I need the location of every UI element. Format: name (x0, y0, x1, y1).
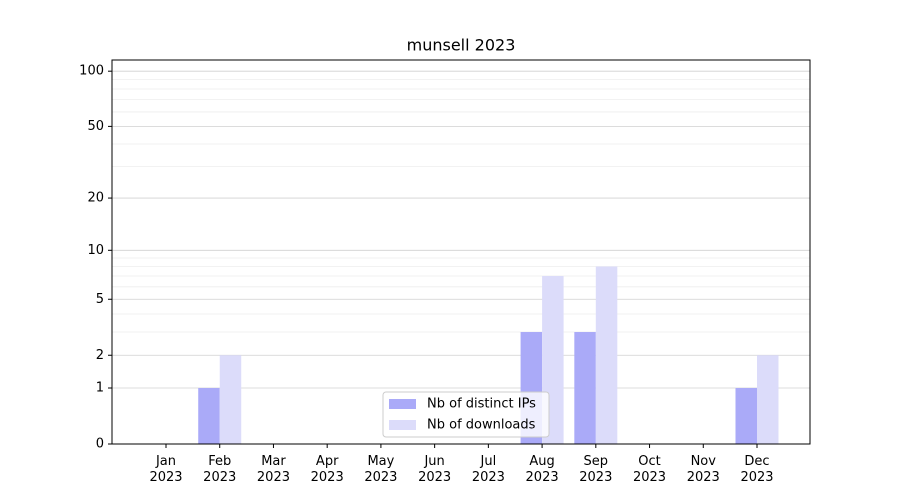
bar (219, 355, 242, 444)
x-tick-label: Jun 2023 (418, 454, 451, 485)
x-tick-label: Jan 2023 (149, 454, 182, 485)
plot-frame (111, 59, 811, 445)
y-tick-label: 5 (96, 292, 104, 307)
y-tick-label: 0 (96, 437, 104, 452)
legend-swatch (389, 399, 416, 409)
chart-title: munsell 2023 (407, 36, 516, 55)
bar (574, 332, 596, 444)
legend: Nb of distinct IPs Nb of downloads (382, 391, 550, 438)
x-tick-label: Feb 2023 (203, 454, 236, 485)
y-tick-label: 20 (87, 191, 104, 206)
bar (595, 266, 618, 444)
y-tick-label: 2 (96, 348, 104, 363)
y-tick-label: 10 (87, 243, 104, 258)
y-tick-label: 1 (96, 381, 104, 396)
y-tick-label: 50 (87, 119, 104, 134)
x-tick-label: May 2023 (364, 454, 397, 485)
x-tick-label: Dec 2023 (740, 454, 773, 485)
x-tick-label: Oct 2023 (633, 454, 666, 485)
x-tick-label: Nov 2023 (687, 454, 720, 485)
legend-label: Nb of distinct IPs (427, 397, 536, 412)
x-tick-label: Aug 2023 (526, 454, 559, 485)
x-tick-label: Jul 2023 (472, 454, 505, 485)
legend-box (382, 391, 550, 438)
bar (198, 388, 220, 444)
x-tick-label: Mar 2023 (257, 454, 290, 485)
legend-label: Nb of downloads (427, 418, 536, 433)
x-tick-label: Apr 2023 (311, 454, 344, 485)
bar (735, 388, 757, 444)
y-tick-label: 100 (79, 64, 104, 79)
legend-swatch (389, 420, 416, 430)
bar (757, 355, 779, 444)
x-tick-label: Sep 2023 (579, 454, 612, 485)
